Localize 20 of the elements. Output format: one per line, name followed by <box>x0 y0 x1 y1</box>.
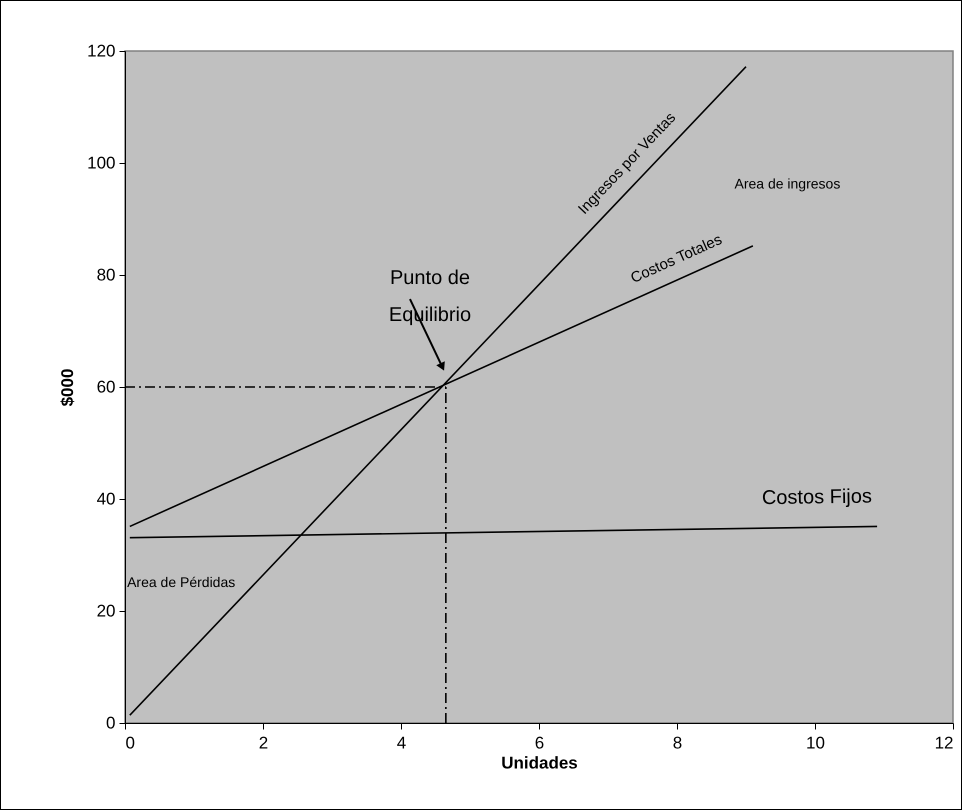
x-tick-label: 6 <box>534 734 544 752</box>
x-tick-label: 4 <box>396 734 406 752</box>
annotation: Area de Pérdidas <box>127 574 236 590</box>
y-tick-label: 40 <box>96 490 116 508</box>
y-tick-label: 80 <box>96 266 116 284</box>
x-tick-label: 12 <box>934 734 954 752</box>
y-axis-title: $000 <box>58 368 78 406</box>
y-tick-label: 120 <box>87 42 116 60</box>
y-tick-label: 60 <box>96 378 116 396</box>
x-tick-label: 10 <box>806 734 825 752</box>
x-tick-label: 0 <box>126 734 135 752</box>
series-label: Costos Fijos <box>762 486 872 510</box>
x-tick-label: 2 <box>258 734 268 752</box>
text: Costos Totales <box>628 231 725 287</box>
y-tick-label: 0 <box>106 714 116 732</box>
x-axis-title: Unidades <box>501 754 578 772</box>
y-tick-label: 100 <box>87 154 116 172</box>
annotation: Area de ingresos <box>734 175 840 192</box>
y-tick-label: 20 <box>96 602 116 620</box>
x-tick-label: 8 <box>672 734 682 752</box>
